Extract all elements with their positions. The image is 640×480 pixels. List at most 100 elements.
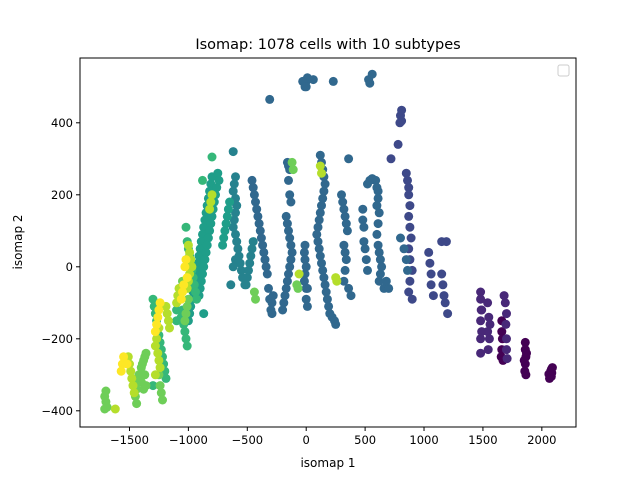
point-subtype-2-22 xyxy=(439,291,449,301)
point-subtype-3-119 xyxy=(321,287,331,297)
point-subtype-9-4 xyxy=(178,287,187,297)
point-subtype-1-7 xyxy=(483,298,493,308)
point-subtype-5-33 xyxy=(202,240,212,250)
legend-box xyxy=(557,64,570,77)
point-subtype-3-107 xyxy=(317,201,326,211)
point-subtype-3-67 xyxy=(286,197,296,207)
point-subtype-1-9 xyxy=(485,319,495,329)
point-subtype-3-131 xyxy=(403,265,412,275)
point-subtype-1-19 xyxy=(476,348,486,358)
point-subtype-7-20 xyxy=(182,301,192,311)
point-subtype-4-10 xyxy=(233,244,243,254)
point-subtype-3-108 xyxy=(315,208,325,218)
point-subtype-3-78 xyxy=(281,283,291,293)
point-subtype-3-17 xyxy=(373,219,383,229)
point-subtype-3-72 xyxy=(286,240,296,250)
point-subtype-8-11 xyxy=(155,363,165,373)
point-subtype-9-9 xyxy=(153,312,163,322)
point-subtype-8-9 xyxy=(153,348,163,358)
point-subtype-3-96 xyxy=(264,283,273,293)
point-subtype-4-23 xyxy=(245,258,255,268)
point-subtype-3-54 xyxy=(300,255,310,265)
point-subtype-2-9 xyxy=(404,190,414,200)
point-subtype-5-44 xyxy=(221,219,231,229)
point-subtype-3-105 xyxy=(319,186,329,196)
y-axis-label: isomap 2 xyxy=(11,214,25,269)
point-subtype-5-43 xyxy=(222,211,232,221)
point-subtype-8-28 xyxy=(332,276,342,286)
plot-frame xyxy=(79,57,577,428)
point-subtype-3-85 xyxy=(251,197,260,207)
point-subtype-3-70 xyxy=(284,226,293,236)
point-subtype-9-5 xyxy=(176,294,186,304)
point-subtype-0-7 xyxy=(547,363,557,373)
point-subtype-3-14 xyxy=(373,193,383,203)
point-subtype-7-34 xyxy=(140,370,150,380)
point-subtype-4-22 xyxy=(246,251,256,261)
point-subtype-8-12 xyxy=(150,370,160,380)
point-subtype-3-121 xyxy=(324,301,334,311)
point-subtype-5-45 xyxy=(220,226,230,236)
point-subtype-3-6 xyxy=(308,75,318,85)
point-subtype-6-0 xyxy=(181,222,191,232)
point-subtype-9-3 xyxy=(179,280,189,290)
point-subtype-1-6 xyxy=(502,354,512,364)
point-subtype-3-81 xyxy=(278,305,288,315)
point-subtype-6-28 xyxy=(148,381,158,391)
y-tick-label: 400 xyxy=(51,116,73,130)
point-subtype-3-113 xyxy=(314,244,324,254)
point-subtype-3-90 xyxy=(256,233,266,243)
point-subtype-7-21 xyxy=(181,309,191,319)
point-subtype-2-20 xyxy=(437,269,447,279)
point-subtype-3-52 xyxy=(300,240,310,250)
point-subtype-3-43 xyxy=(341,219,351,229)
point-subtype-3-32 xyxy=(358,204,368,214)
point-subtype-3-51 xyxy=(346,291,356,301)
point-subtype-3-13 xyxy=(373,186,383,196)
point-subtype-3-89 xyxy=(255,226,265,236)
point-subtype-4-25 xyxy=(242,273,252,283)
point-subtype-0-6 xyxy=(545,373,554,383)
point-subtype-2-10 xyxy=(405,201,415,211)
point-subtype-3-127 xyxy=(268,291,278,301)
point-subtype-3-57 xyxy=(299,276,309,286)
point-subtype-5-46 xyxy=(219,233,229,243)
point-subtype-4-9 xyxy=(232,237,242,247)
point-subtype-3-7 xyxy=(328,76,338,86)
point-subtype-3-88 xyxy=(254,219,264,229)
point-subtype-2-27 xyxy=(426,269,436,279)
point-subtype-5-21 xyxy=(199,309,209,319)
point-subtype-1-11 xyxy=(484,334,494,344)
point-subtype-3-55 xyxy=(301,262,311,272)
point-subtype-3-91 xyxy=(258,240,268,250)
point-subtype-2-11 xyxy=(404,211,414,221)
point-subtype-8-13 xyxy=(183,240,193,250)
point-subtype-6-29 xyxy=(207,152,217,162)
point-subtype-8-4 xyxy=(128,381,138,391)
point-subtype-1-4 xyxy=(502,334,511,344)
point-subtype-3-34 xyxy=(359,222,369,232)
point-subtype-8-2 xyxy=(126,366,136,376)
point-subtype-3-27 xyxy=(381,276,391,286)
point-subtype-4-24 xyxy=(244,265,253,275)
point-subtype-3-82 xyxy=(247,175,257,185)
point-subtype-7-18 xyxy=(158,395,167,405)
point-subtype-9-11 xyxy=(152,319,162,329)
point-subtype-9-8 xyxy=(154,305,164,315)
point-subtype-1-3 xyxy=(501,319,511,329)
y-tick-label: −200 xyxy=(41,332,73,346)
point-subtype-1-17 xyxy=(477,327,487,337)
point-subtype-3-93 xyxy=(260,255,270,265)
point-subtype-5-38 xyxy=(196,276,206,286)
x-tick-label: 0 xyxy=(303,433,310,447)
point-subtype-9-10 xyxy=(155,298,165,308)
point-subtype-2-25 xyxy=(424,247,434,257)
point-subtype-4-17 xyxy=(228,262,238,272)
point-subtype-3-76 xyxy=(284,269,293,279)
point-subtype-3-10 xyxy=(365,78,375,88)
point-subtype-3-66 xyxy=(285,190,295,200)
point-subtype-4-16 xyxy=(231,255,240,265)
point-subtype-0-8 xyxy=(520,337,530,347)
point-subtype-7-30 xyxy=(292,280,302,290)
